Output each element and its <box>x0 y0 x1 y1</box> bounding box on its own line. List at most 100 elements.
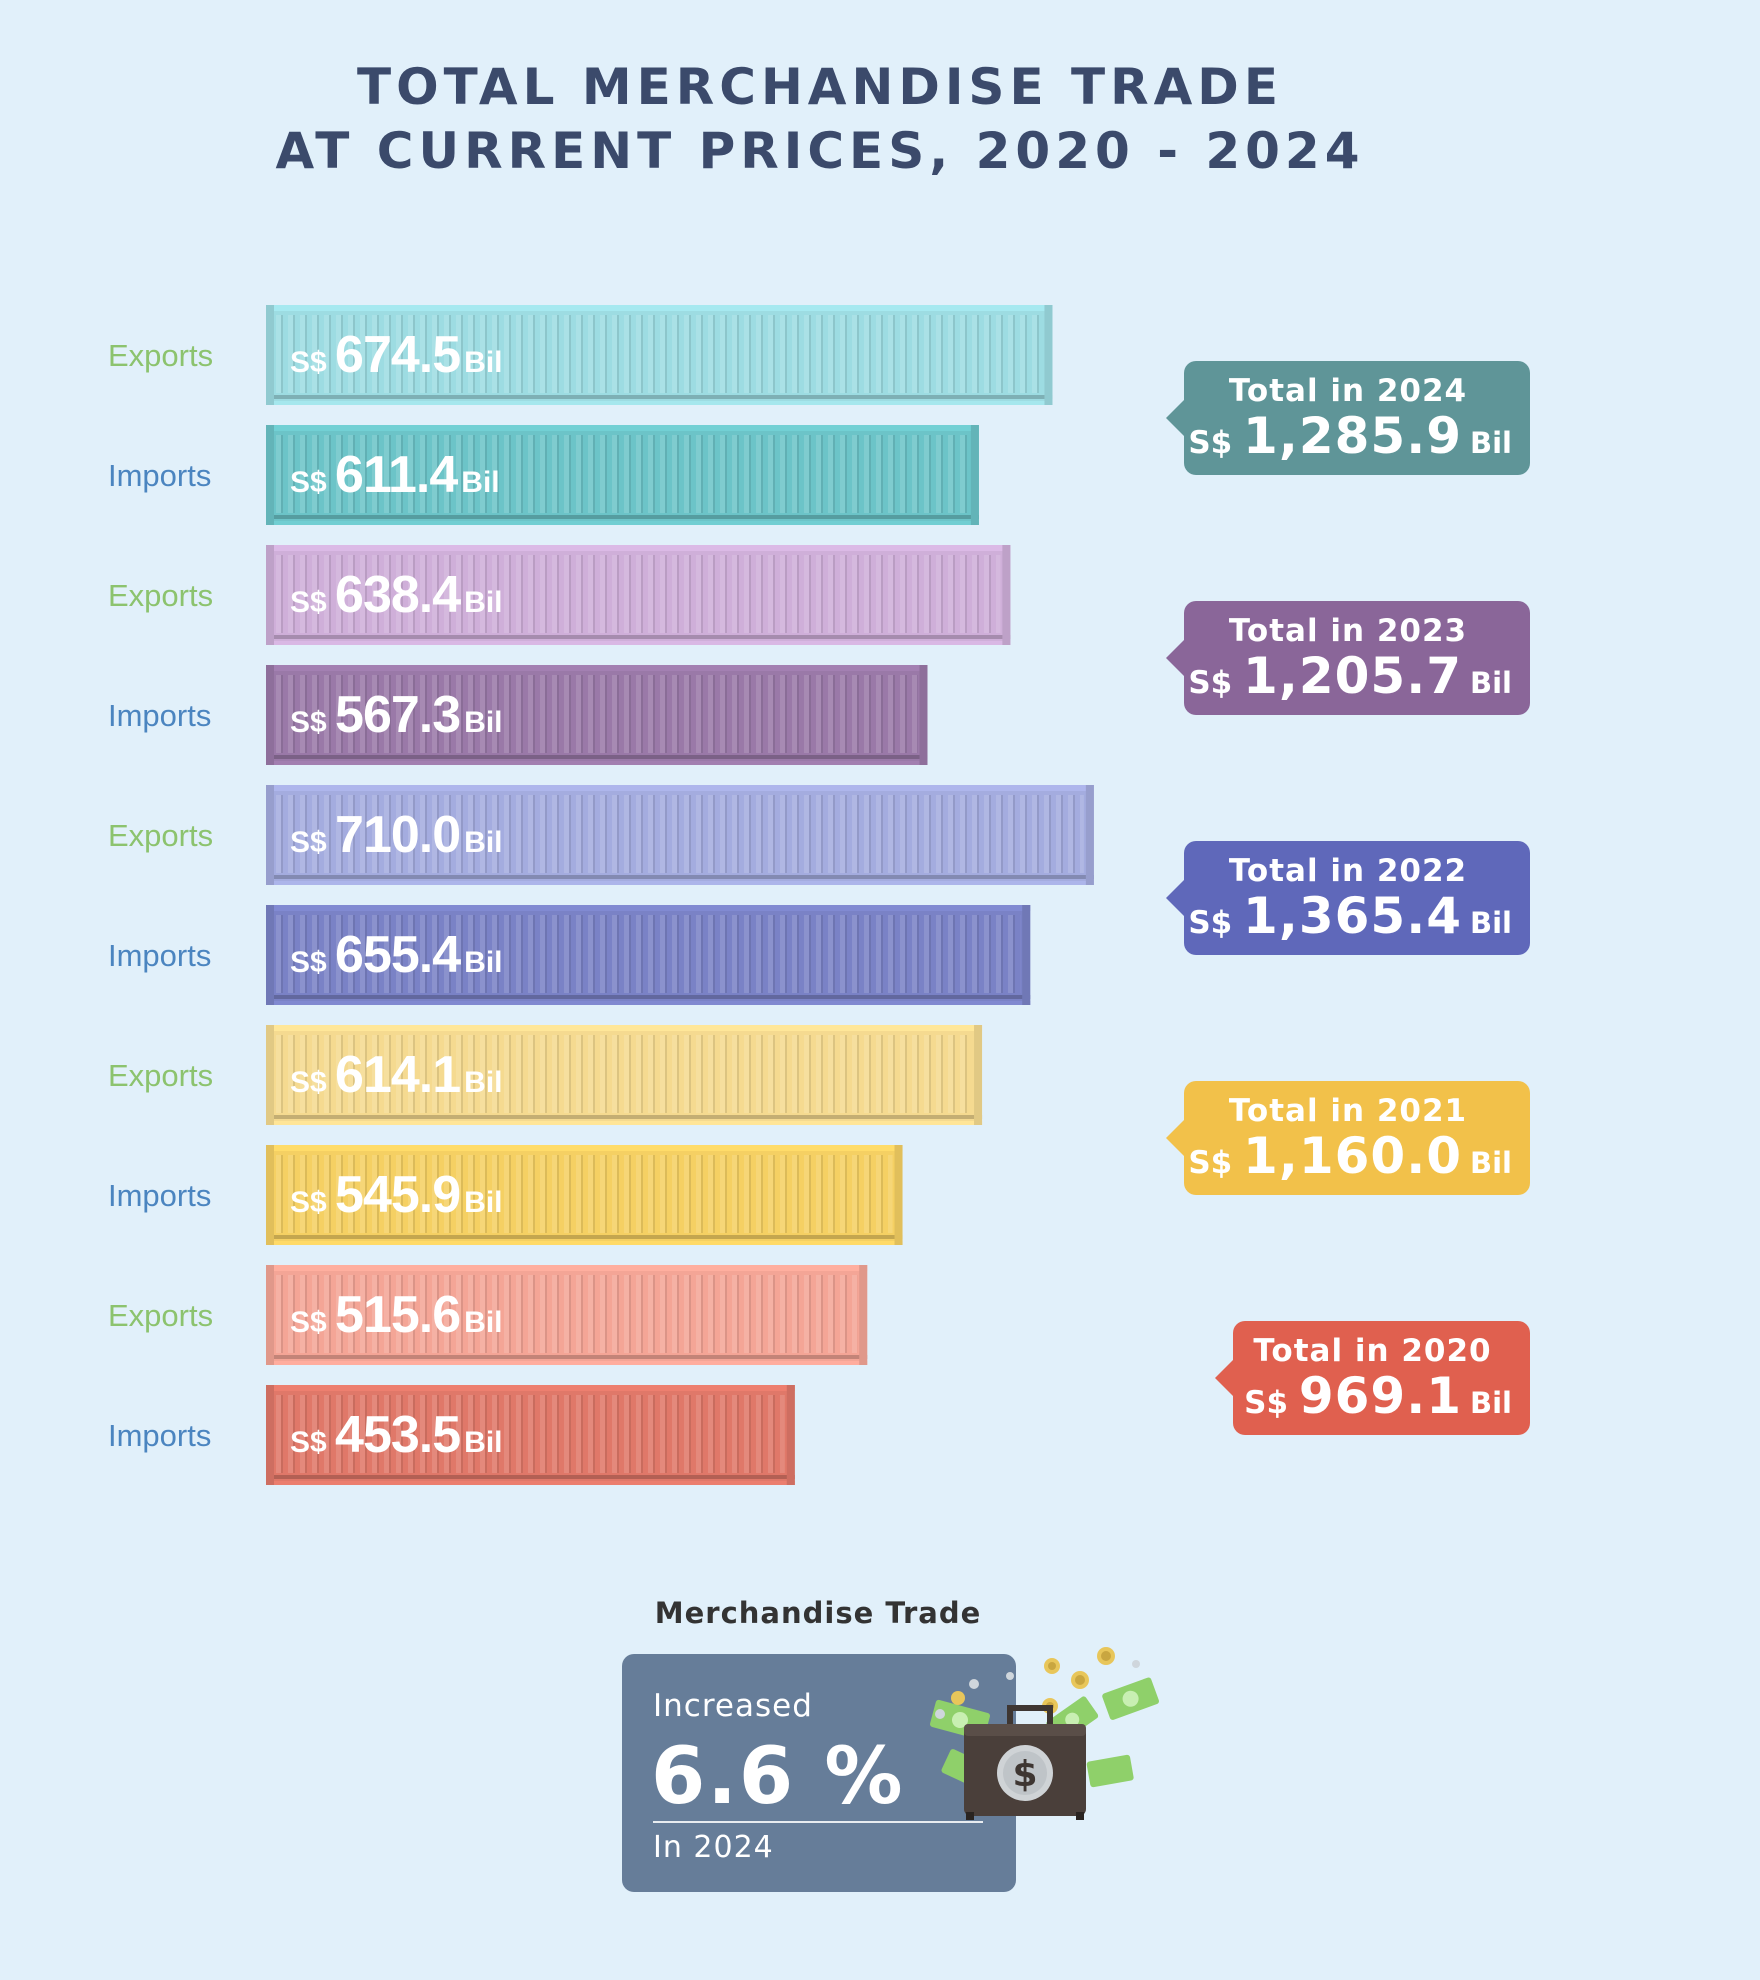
bar-value-label-7: S$ 545.9 Bil <box>290 1165 503 1225</box>
bar-value-label-3: S$ 567.3 Bil <box>290 685 503 745</box>
total-badge-unit: Bil <box>1470 1386 1512 1420</box>
bar-value-number: 611.4 <box>335 446 458 504</box>
bar-value-number: 655.4 <box>335 926 461 984</box>
row-label-exports-8: Exports <box>108 1298 214 1333</box>
bar-imports-7 <box>266 1145 903 1245</box>
total-badge-label: Total in 2021 <box>1228 1093 1468 1129</box>
total-badge-0: Total in 2024 S$ 1,285.9 Bil <box>1166 361 1530 475</box>
bar-value-number: 638.4 <box>335 566 461 624</box>
bar-value-number: 453.5 <box>335 1406 461 1464</box>
total-badge-1: Total in 2023 S$ 1,205.7 Bil <box>1166 601 1530 715</box>
bar-value-currency: S$ <box>290 826 336 859</box>
bar-value-number: 545.9 <box>335 1166 461 1224</box>
row-label-exports-4: Exports <box>108 818 214 853</box>
bar-value-number: 614.1 <box>335 1046 461 1104</box>
total-badge-unit: Bil <box>1470 1146 1512 1180</box>
bar-value-number: 515.6 <box>335 1286 461 1344</box>
row-label-imports-5: Imports <box>108 938 212 973</box>
total-badge-label: Total in 2023 <box>1228 613 1468 649</box>
summary-divider <box>653 1821 983 1823</box>
row-label-exports-6: Exports <box>108 1058 214 1093</box>
bar-value-unit: Bil <box>464 946 503 979</box>
bar-value-number: 674.5 <box>335 326 461 384</box>
bar-value-number: 567.3 <box>335 686 461 744</box>
chart-title: TOTAL MERCHANDISE TRADE AT CURRENT PRICE… <box>0 55 1640 183</box>
total-badge-value: S$ 1,160.0 Bil <box>1184 1129 1512 1195</box>
row-label-imports-7: Imports <box>108 1178 212 1213</box>
money-briefcase-icon: $ <box>930 1647 1159 1820</box>
bar-value-label-0: S$ 674.5 Bil <box>290 325 503 385</box>
total-badge-label: Total in 2022 <box>1228 853 1468 889</box>
chart-title-line-2: AT CURRENT PRICES, 2020 - 2024 <box>275 122 1365 180</box>
total-badge-currency: S$ <box>1188 905 1244 941</box>
bar-value-currency: S$ <box>290 1426 336 1459</box>
bar-value-unit: Bil <box>464 1186 503 1219</box>
total-badge-number: 1,365.4 <box>1243 887 1462 945</box>
row-label-exports-0: Exports <box>108 338 214 373</box>
bar-value-currency: S$ <box>290 1306 336 1339</box>
bar-value-number: 710.0 <box>335 806 461 864</box>
bar-value-unit: Bil <box>461 466 500 499</box>
total-badge-number: 969.1 <box>1298 1367 1462 1425</box>
total-badge-label: Total in 2024 <box>1228 373 1468 409</box>
total-badge-number: 1,285.9 <box>1243 407 1462 465</box>
total-badge-3: Total in 2021 S$ 1,160.0 Bil <box>1166 1081 1530 1195</box>
bar-value-label-8: S$ 515.6 Bil <box>290 1285 503 1345</box>
summary-label: Increased <box>653 1688 813 1724</box>
row-label-imports-9: Imports <box>108 1418 212 1453</box>
total-badge-value: S$ 1,365.4 Bil <box>1184 889 1512 955</box>
bar-value-unit: Bil <box>464 346 503 379</box>
bar-chart <box>266 305 1094 1485</box>
chart-title-line-1: TOTAL MERCHANDISE TRADE <box>357 58 1283 116</box>
total-badge-value: S$ 1,205.7 Bil <box>1184 649 1512 715</box>
bar-value-unit: Bil <box>464 1426 503 1459</box>
row-label-imports-3: Imports <box>108 698 212 733</box>
bar-value-label-6: S$ 614.1 Bil <box>290 1045 503 1105</box>
svg-text:$: $ <box>1012 1754 1037 1795</box>
total-badge-unit: Bil <box>1470 666 1512 700</box>
bar-value-label-9: S$ 453.5 Bil <box>290 1405 503 1465</box>
bar-value-label-1: S$ 611.4 Bil <box>290 445 500 505</box>
total-badge-currency: S$ <box>1188 425 1244 461</box>
bar-value-currency: S$ <box>290 946 336 979</box>
bar-value-currency: S$ <box>290 706 336 739</box>
summary-footer: In 2024 <box>653 1830 774 1865</box>
summary-title: Merchandise Trade <box>654 1596 982 1630</box>
bar-exports-0 <box>266 305 1053 405</box>
total-badge-value: S$ 969.1 Bil <box>1233 1369 1512 1435</box>
bar-value-currency: S$ <box>290 346 336 379</box>
bar-value-unit: Bil <box>464 586 503 619</box>
bar-imports-5 <box>266 905 1031 1005</box>
total-badge-currency: S$ <box>1188 1145 1244 1181</box>
bar-value-label-5: S$ 655.4 Bil <box>290 925 503 985</box>
total-badge-value: S$ 1,285.9 Bil <box>1184 409 1512 475</box>
bar-value-unit: Bil <box>464 706 503 739</box>
bar-exports-2 <box>266 545 1011 645</box>
bar-exports-4 <box>266 785 1094 885</box>
total-badge-unit: Bil <box>1470 426 1512 460</box>
row-label-imports-1: Imports <box>108 458 212 493</box>
summary-card: Increased 6.6 % In 2024 <box>622 1654 1016 1892</box>
bar-value-currency: S$ <box>290 1066 336 1099</box>
total-badge-number: 1,160.0 <box>1243 1127 1462 1185</box>
total-badge-4: Total in 2020 S$ 969.1 Bil <box>1215 1321 1530 1435</box>
total-badge-currency: S$ <box>1244 1385 1299 1421</box>
bar-value-currency: S$ <box>290 466 336 499</box>
total-badge-label: Total in 2020 <box>1253 1333 1492 1369</box>
bar-value-unit: Bil <box>464 1306 503 1339</box>
bar-imports-9 <box>266 1385 795 1485</box>
total-badge-currency: S$ <box>1188 665 1244 701</box>
total-badge-unit: Bil <box>1470 906 1512 940</box>
total-badge-2: Total in 2022 S$ 1,365.4 Bil <box>1166 841 1530 955</box>
bar-imports-3 <box>266 665 928 765</box>
bar-value-label-2: S$ 638.4 Bil <box>290 565 503 625</box>
bar-imports-1 <box>266 425 979 525</box>
bar-value-currency: S$ <box>290 1186 336 1219</box>
bar-exports-8 <box>266 1265 868 1365</box>
bar-exports-6 <box>266 1025 983 1125</box>
bar-value-currency: S$ <box>290 586 336 619</box>
total-badge-number: 1,205.7 <box>1243 647 1462 705</box>
row-label-exports-2: Exports <box>108 578 214 613</box>
bar-value-label-4: S$ 710.0 Bil <box>290 805 503 865</box>
bar-value-unit: Bil <box>464 826 503 859</box>
